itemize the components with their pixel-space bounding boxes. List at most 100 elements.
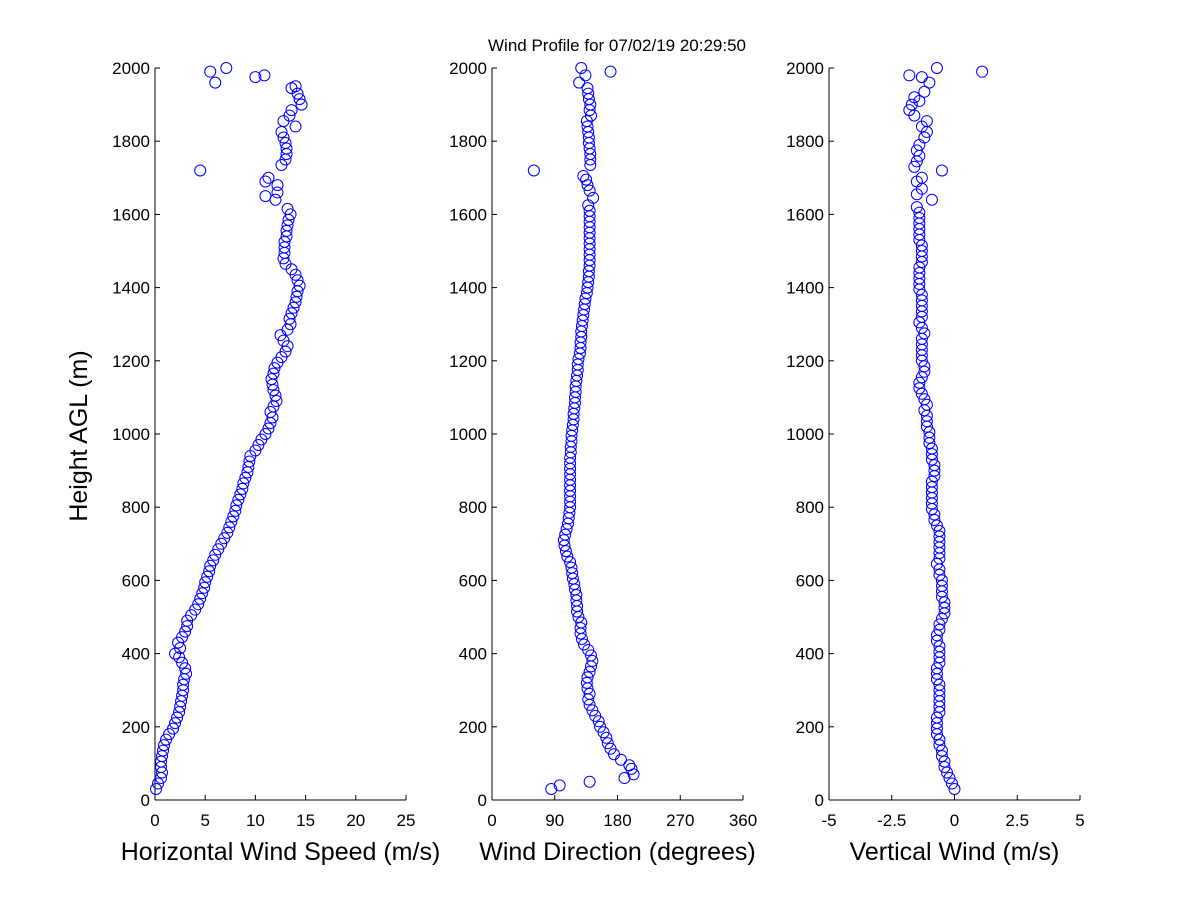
x-axis-title: Wind Direction (degrees) xyxy=(479,838,756,866)
data-point xyxy=(271,179,284,192)
y-tick-label: 800 xyxy=(122,498,150,517)
data-point xyxy=(933,530,946,543)
y-tick-label: 800 xyxy=(459,498,487,517)
data-point xyxy=(930,634,943,647)
data-point xyxy=(565,561,578,574)
data-point xyxy=(227,510,240,523)
data-point xyxy=(196,587,209,600)
data-point xyxy=(557,534,570,547)
data-point xyxy=(581,671,594,684)
data-point xyxy=(585,649,598,662)
data-point xyxy=(179,662,192,675)
data-point xyxy=(223,521,236,534)
x-tick-label: 0 xyxy=(150,811,159,830)
data-point xyxy=(580,676,593,689)
data-point xyxy=(293,93,306,106)
data-point xyxy=(243,455,256,468)
data-point xyxy=(285,104,298,117)
data-point xyxy=(270,395,283,408)
data-point xyxy=(918,360,931,373)
x-tick-label: 5 xyxy=(200,811,209,830)
data-point xyxy=(218,532,231,545)
data-point xyxy=(268,362,281,375)
y-tick-label: 1800 xyxy=(449,132,487,151)
data-point xyxy=(527,164,540,177)
data-point xyxy=(249,71,262,84)
subplot-vertical: 0 200 400 600 800 1000 1200 1400 1600 1800 2000 -5 -… xyxy=(786,59,1085,866)
data-point xyxy=(918,85,931,98)
y-tick-label: 1600 xyxy=(449,205,487,224)
data-point xyxy=(289,80,302,93)
data-point xyxy=(933,640,946,653)
data-point xyxy=(259,428,272,440)
data-point xyxy=(918,365,931,378)
data-point xyxy=(545,783,558,796)
data-point xyxy=(943,772,956,785)
data-point xyxy=(236,482,249,495)
data-point xyxy=(923,426,936,439)
y-tick-label: 1400 xyxy=(449,279,487,298)
y-tick-label: 0 xyxy=(141,791,150,810)
data-point xyxy=(291,274,304,287)
data-point xyxy=(192,598,205,611)
data-point xyxy=(933,684,946,697)
data-point xyxy=(158,739,171,752)
figure-title: Wind Profile for 07/02/19 20:29:50 xyxy=(488,36,746,55)
data-point xyxy=(583,775,596,788)
data-point xyxy=(262,422,275,435)
data-point xyxy=(177,678,190,691)
y-tick-label: 0 xyxy=(478,791,487,810)
y-tick-label: 1800 xyxy=(112,132,150,151)
data-point xyxy=(587,191,600,204)
data-point xyxy=(220,62,233,74)
data-point xyxy=(935,744,948,757)
y-tick-label: 1400 xyxy=(786,279,824,298)
data-point xyxy=(915,171,928,184)
data-point xyxy=(600,731,613,744)
data-point xyxy=(573,76,586,89)
data-point xyxy=(173,651,186,664)
data-point xyxy=(212,543,225,556)
data-point xyxy=(176,656,189,669)
data-point xyxy=(935,750,948,763)
data-point xyxy=(586,654,599,667)
data-point xyxy=(277,131,290,144)
data-point xyxy=(577,169,590,182)
data-point xyxy=(194,164,207,177)
x-tick-label: 10 xyxy=(246,811,265,830)
data-point xyxy=(589,709,602,722)
data-point xyxy=(935,579,948,592)
y-tick-label: 1000 xyxy=(449,425,487,444)
data-point xyxy=(925,193,938,206)
data-point xyxy=(601,737,614,750)
data-point xyxy=(930,667,943,680)
data-point xyxy=(915,371,928,384)
y-tick-label: 1000 xyxy=(112,425,150,444)
data-point xyxy=(249,444,262,457)
data-point xyxy=(259,190,272,203)
data-point xyxy=(581,120,594,133)
data-point xyxy=(289,120,302,133)
data-point xyxy=(918,393,931,406)
data-point xyxy=(930,717,943,730)
data-point xyxy=(948,783,961,796)
data-point xyxy=(925,475,938,488)
y-tick-label: 2000 xyxy=(449,59,487,78)
data-point xyxy=(229,504,242,517)
x-tick-label: 270 xyxy=(666,811,694,830)
data-point xyxy=(262,171,275,184)
data-point xyxy=(903,104,916,117)
data-point xyxy=(930,711,943,724)
data-point xyxy=(575,62,588,74)
data-point xyxy=(283,109,296,122)
data-point xyxy=(930,662,943,675)
y-tick-label: 400 xyxy=(796,645,824,664)
data-point xyxy=(913,376,926,389)
data-point xyxy=(935,612,948,625)
data-point xyxy=(580,173,593,186)
data-point xyxy=(915,71,928,84)
data-point xyxy=(933,733,946,746)
data-point xyxy=(221,526,234,539)
data-point xyxy=(583,687,596,700)
data-point xyxy=(239,471,252,484)
